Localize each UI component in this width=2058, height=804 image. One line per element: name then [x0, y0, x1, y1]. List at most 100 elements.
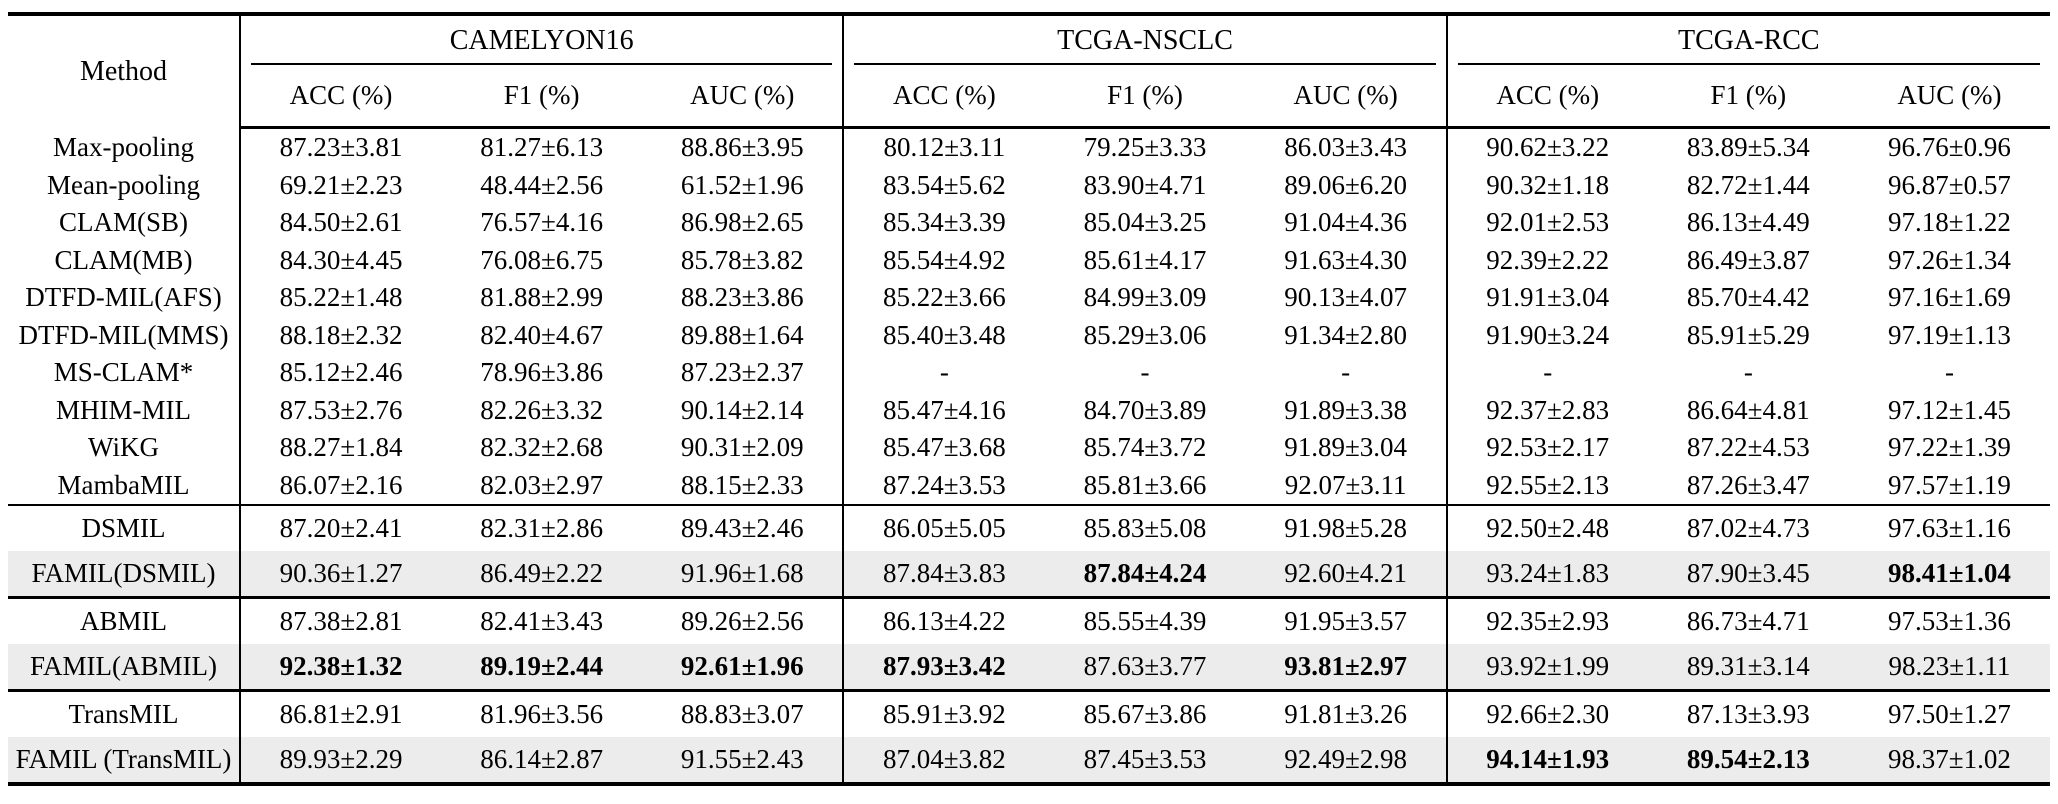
value-cell: - — [1341, 357, 1351, 388]
value-cell: 97.16±1.69 — [1888, 282, 2011, 313]
value-cell: 91.81±3.26 — [1245, 689, 1447, 737]
value-cell: 91.04±4.36 — [1284, 207, 1408, 238]
dataset-header-row: Method CAMELYON16 TCGA-NSCLC TCGA-RCC — [8, 14, 2050, 87]
value-cell: 86.49±2.22 — [441, 551, 643, 598]
value-cell: 85.91±3.92 — [842, 689, 1045, 737]
value-cell: 87.26±3.47 — [1686, 469, 1810, 500]
table-row: MS-CLAM* 85.12±2.46 78.96±3.86 87.23±2.37 - -… — [8, 354, 2050, 392]
value-cell: 69.21±2.23 — [238, 166, 442, 204]
value-cell: 86.03±3.43 — [1284, 132, 1408, 163]
table-row: Mean-pooling 69.21±2.23 48.44±2.56 61.52±1.… — [8, 166, 2050, 204]
value-cell: 61.52±1.96 — [680, 169, 804, 200]
value-cell: 90.32±1.18 — [1445, 166, 1648, 204]
value-cell: 86.14±2.87 — [441, 737, 643, 784]
value-cell: 92.07±3.11 — [1284, 469, 1407, 500]
value-cell: 87.24±3.53 — [842, 466, 1045, 505]
value-cell: 84.30±4.45 — [238, 241, 442, 279]
value-cell: - — [1743, 357, 1753, 388]
col-header-acc-tcga-rcc: ACC (%) — [1445, 65, 1648, 129]
method-cell: DTFD-MIL(MMS) — [18, 319, 229, 350]
value-cell: 87.84±3.83 — [842, 551, 1045, 598]
table-row: CLAM(MB) 84.30±4.45 76.08±6.75 85.78±3.82 85… — [8, 241, 2050, 279]
method-cell: ABMIL — [8, 596, 240, 644]
col-header-f1-tcga-rcc: F1 (%) — [1647, 65, 1849, 129]
dataset-header-camelyon16: CAMELYON16 — [238, 14, 844, 65]
value-cell: 91.96±1.68 — [642, 551, 844, 598]
value-cell: 85.55±4.39 — [1044, 596, 1246, 644]
value-cell: 85.47±3.68 — [842, 429, 1045, 467]
value-cell: 83.89±5.34 — [1686, 132, 1810, 163]
value-cell: 86.05±5.05 — [842, 504, 1045, 551]
value-cell: 85.67±3.86 — [1044, 689, 1246, 737]
value-cell: 86.13±4.22 — [842, 596, 1045, 644]
value-cell: 85.29±3.06 — [1083, 319, 1207, 350]
value-cell: 92.66±2.30 — [1445, 689, 1648, 737]
table-row: TransMIL 86.81±2.91 81.96±3.56 88.83±3.07 85… — [8, 689, 2050, 737]
value-cell: 85.40±3.48 — [842, 316, 1045, 354]
value-cell: 78.96±3.86 — [480, 357, 604, 388]
value-cell: 87.04±3.82 — [842, 737, 1045, 784]
value-cell: 97.26±1.34 — [1888, 244, 2011, 275]
value-cell: 81.27±6.13 — [480, 132, 604, 163]
value-cell: 92.35±2.93 — [1445, 596, 1648, 644]
value-cell: 82.31±2.86 — [441, 504, 643, 551]
value-cell: 85.83±5.08 — [1044, 504, 1246, 551]
table-row: ABMIL 87.38±2.81 82.41±3.43 89.26±2.56 86.13… — [8, 596, 2050, 644]
value-cell: 88.23±3.86 — [680, 282, 804, 313]
value-cell: 81.96±3.56 — [441, 689, 643, 737]
value-cell: 97.19±1.13 — [1888, 319, 2011, 350]
value-cell: 91.55±2.43 — [642, 737, 844, 784]
value-cell: 97.50±1.27 — [1848, 689, 2050, 737]
method-cell: TransMIL — [8, 689, 240, 737]
col-header-auc-tcga-nsclc: AUC (%) — [1245, 65, 1447, 129]
value-cell: 91.63±4.30 — [1284, 244, 1408, 275]
value-cell: 98.37±1.02 — [1848, 737, 2050, 784]
value-cell: 87.13±3.93 — [1647, 689, 1849, 737]
value-cell: 86.13±4.49 — [1686, 207, 1810, 238]
method-cell: CLAM(MB) — [54, 244, 193, 275]
value-cell: 88.83±3.07 — [642, 689, 844, 737]
value-cell: 85.47±4.16 — [842, 391, 1045, 429]
value-cell: 87.84±4.24 — [1044, 551, 1246, 598]
value-cell: 76.57±4.16 — [480, 207, 604, 238]
value-cell: 85.81±3.66 — [1083, 469, 1207, 500]
method-cell: DSMIL — [8, 504, 240, 551]
value-cell: 89.93±2.29 — [238, 737, 442, 784]
value-cell: 93.92±1.99 — [1445, 644, 1648, 691]
value-cell: 86.07±2.16 — [238, 466, 442, 505]
col-header-auc-camelyon16: AUC (%) — [642, 65, 844, 129]
value-cell: 97.12±1.45 — [1888, 394, 2011, 425]
metric-header-row: ACC (%) F1 (%) AUC (%) ACC (%) F1 (%) AU… — [8, 65, 2050, 129]
method-column-header: Method — [79, 55, 168, 87]
value-cell: 87.22±4.53 — [1686, 432, 1810, 463]
value-cell: 85.91±5.29 — [1686, 319, 1810, 350]
value-cell: 83.90±4.71 — [1083, 169, 1207, 200]
col-header-acc-camelyon16: ACC (%) — [238, 65, 442, 129]
value-cell: 85.61±4.17 — [1083, 244, 1207, 275]
value-cell: 86.81±2.91 — [238, 689, 442, 737]
value-cell: 91.95±3.57 — [1245, 596, 1447, 644]
value-cell: 92.38±1.32 — [238, 644, 442, 691]
value-cell: 85.22±3.66 — [842, 279, 1045, 317]
value-cell: 97.57±1.19 — [1888, 469, 2011, 500]
method-cell: CLAM(SB) — [58, 207, 188, 238]
value-cell: 85.78±3.82 — [680, 244, 804, 275]
value-cell: 86.64±4.81 — [1686, 394, 1810, 425]
table-row: CLAM(SB) 84.50±2.61 76.57±4.16 86.98±2.65 85… — [8, 204, 2050, 242]
method-cell: Mean-pooling — [47, 169, 200, 200]
value-cell: 87.93±3.42 — [842, 644, 1045, 691]
value-cell: 97.18±1.22 — [1888, 207, 2011, 238]
value-cell: 87.38±2.81 — [238, 596, 442, 644]
value-cell: 92.60±4.21 — [1245, 551, 1447, 598]
value-cell: 91.98±5.28 — [1245, 504, 1447, 551]
table-row: DSMIL 87.20±2.41 82.31±2.86 89.43±2.46 86.05… — [8, 504, 2050, 551]
value-cell: 85.54±4.92 — [842, 241, 1045, 279]
value-cell: 96.87±0.57 — [1888, 169, 2011, 200]
value-cell: 90.13±4.07 — [1284, 282, 1408, 313]
dataset-header-tcga-nsclc: TCGA-NSCLC — [842, 14, 1447, 65]
value-cell: 88.86±3.95 — [680, 132, 804, 163]
col-header-auc-tcga-rcc: AUC (%) — [1848, 65, 2050, 129]
value-cell: 96.76±0.96 — [1888, 132, 2011, 163]
value-cell: 89.88±1.64 — [680, 319, 804, 350]
value-cell: 84.70±3.89 — [1083, 394, 1207, 425]
